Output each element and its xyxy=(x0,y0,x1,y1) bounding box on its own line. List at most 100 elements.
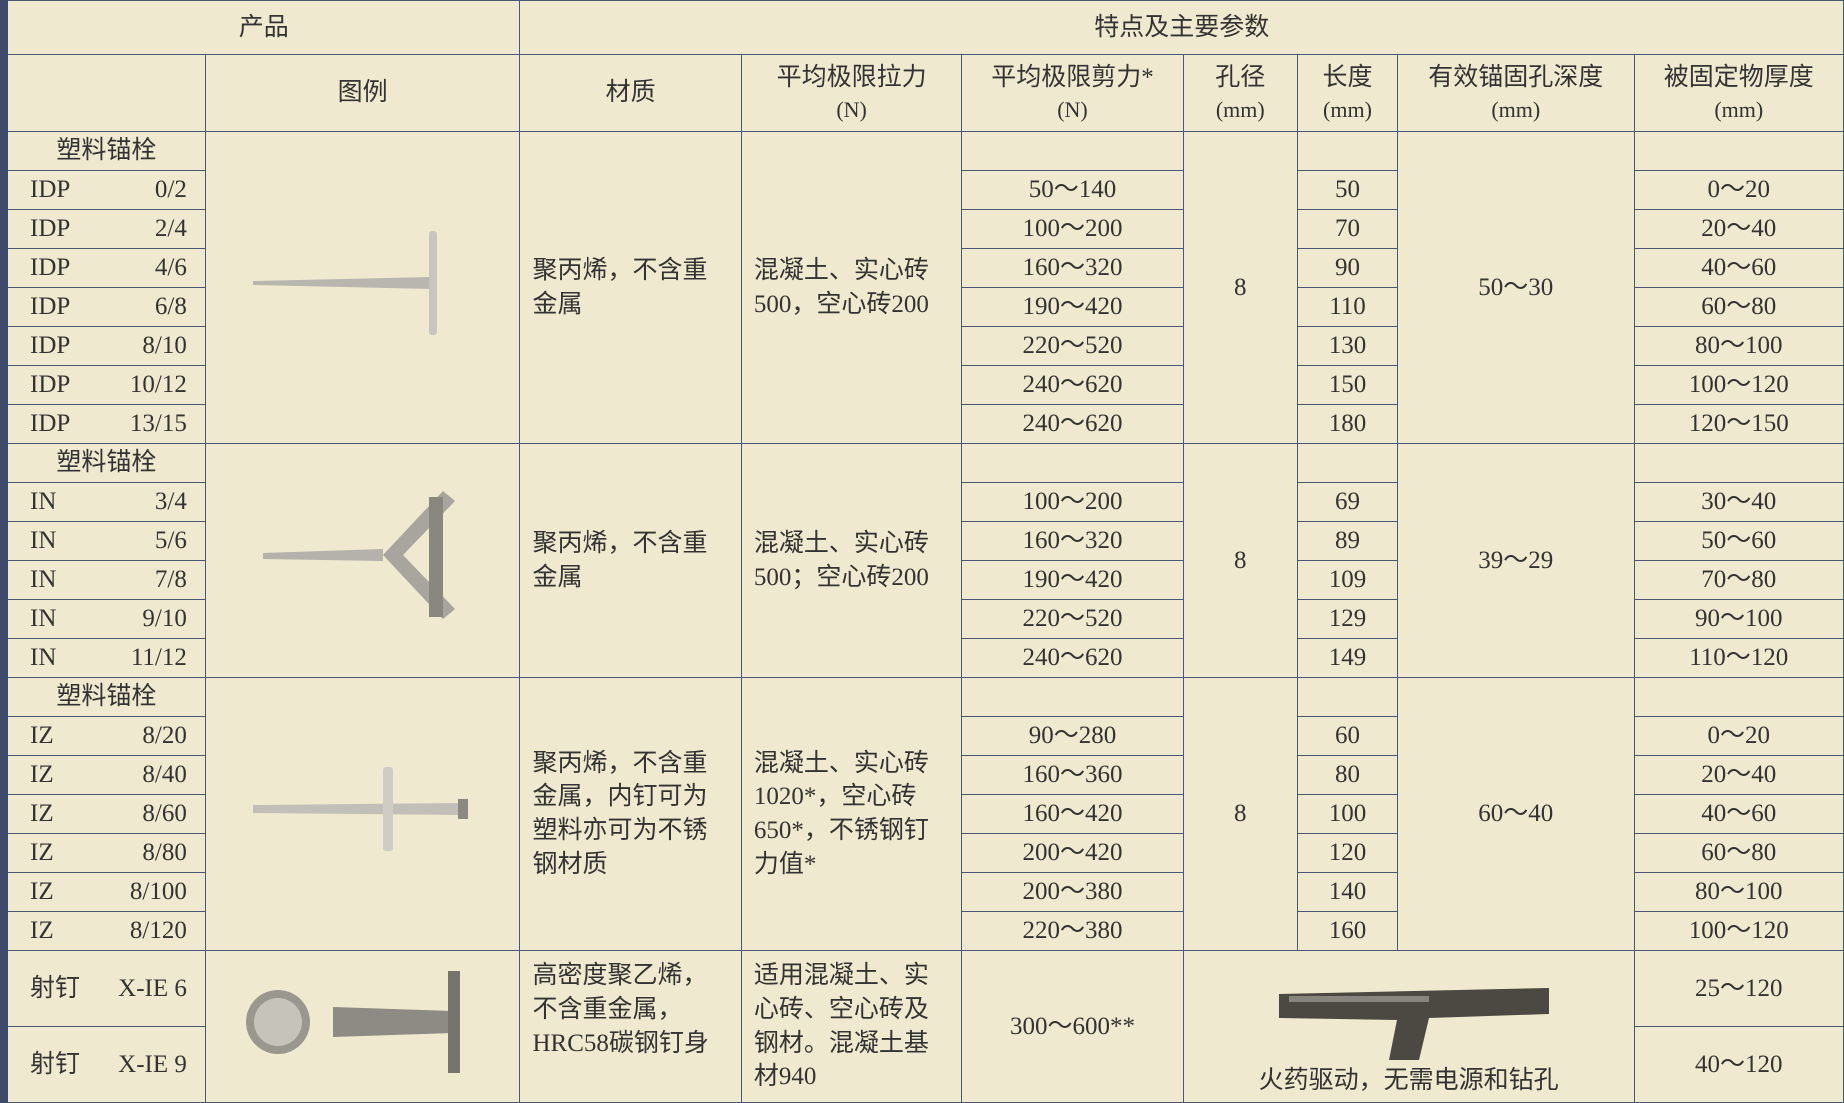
model-size: X-IE 6 xyxy=(118,974,187,1002)
model-cell: IZ 8/100 xyxy=(3,872,206,912)
model-type: IN xyxy=(30,527,57,555)
model-type: IZ xyxy=(30,800,54,828)
model-type: IZ xyxy=(30,722,54,750)
length: 140 xyxy=(1296,872,1399,912)
model: 射钉 X-IE 9 xyxy=(14,1048,199,1082)
column-header: 长度 (mm) xyxy=(1296,54,1399,132)
column-header: 图例 xyxy=(204,54,521,132)
model-size: 8/80 xyxy=(142,839,187,867)
hole: 8 xyxy=(1182,131,1298,444)
length: 130 xyxy=(1296,326,1399,366)
model-type: IDP xyxy=(30,332,71,360)
model: IZ 8/100 xyxy=(14,875,199,909)
model-size: 8/60 xyxy=(142,800,187,828)
model-cell: IDP 0/2 xyxy=(3,170,206,210)
shear: 240～620 xyxy=(961,404,1184,444)
model-size: 8/40 xyxy=(142,761,187,789)
model-size: 9/10 xyxy=(142,605,187,633)
product-image xyxy=(204,443,521,678)
thickness: 20～40 xyxy=(1633,209,1844,249)
material: 聚丙烯，不含重金属 xyxy=(519,131,742,444)
column-label: 有效锚固孔深度 xyxy=(1428,64,1604,92)
model-size: 2/4 xyxy=(154,215,187,243)
column-label: 长度 xyxy=(1322,64,1373,92)
shear: 100～200 xyxy=(961,209,1184,249)
column-header: 材质 xyxy=(519,54,742,132)
model-cell: IN 7/8 xyxy=(3,560,206,600)
shear: 200～380 xyxy=(961,872,1184,912)
model-size: 10/12 xyxy=(129,371,187,399)
material: 聚丙烯，不含重金属，内钉可为塑料亦可为不锈钢材质 xyxy=(519,677,742,951)
model: IDP 2/4 xyxy=(14,212,199,246)
model: IDP 0/2 xyxy=(14,173,199,207)
thickness: 80～100 xyxy=(1633,326,1844,366)
model-type: IN xyxy=(30,566,57,594)
length: 160 xyxy=(1296,911,1399,951)
model-type: IDP xyxy=(30,371,71,399)
depth: 60～40 xyxy=(1397,677,1635,951)
table-row: IDP 10/12 240～620 150 100～120 xyxy=(3,365,1844,405)
thickness: 120～150 xyxy=(1633,404,1844,444)
shear: 160～320 xyxy=(961,521,1184,561)
model-cell: IZ 8/80 xyxy=(3,833,206,873)
length: 180 xyxy=(1296,404,1399,444)
model-size: 8/100 xyxy=(129,878,187,906)
shear: 100～200 xyxy=(961,482,1184,522)
table-row: 塑料锚栓 聚丙烯，不含重金属，内钉可为塑料亦可为不锈钢材质 混凝土、实心砖1020*… xyxy=(3,677,1844,951)
model-cell: IZ 8/120 xyxy=(3,911,206,951)
table-row: IDP 8/10 220～520 130 80～100 xyxy=(3,326,1844,366)
column-label: 图例 xyxy=(337,79,388,107)
tool-image xyxy=(1278,988,1549,1061)
model-type: IN xyxy=(30,488,57,516)
header-blank xyxy=(3,54,206,132)
thickness-blank xyxy=(1633,677,1844,717)
model-cell: IZ 8/20 xyxy=(3,716,206,756)
column-header: 孔径 (mm) xyxy=(1182,54,1298,132)
thickness: 40～120 xyxy=(1633,1026,1844,1103)
model-type: IDP xyxy=(30,293,71,321)
table-row: 射钉 X-IE 6 高密度聚乙烯，不含重金属，HRC58碳钢钉身 适用混凝土、实心砖、… xyxy=(3,950,1844,1103)
model-size: X-IE 9 xyxy=(118,1050,187,1078)
model: IN 11/12 xyxy=(14,641,199,675)
model: IZ 8/20 xyxy=(14,719,199,753)
shear: 50～140 xyxy=(961,170,1184,210)
model-type: 射钉 xyxy=(30,1050,81,1078)
model-type: IN xyxy=(30,605,57,633)
model: IZ 8/60 xyxy=(14,797,199,831)
tool-note: 火药驱动，无需电源和钻孔 xyxy=(1258,1067,1559,1095)
table-row: IZ 8/120 220～380 160 100～120 xyxy=(3,911,1844,951)
length: 70 xyxy=(1296,209,1399,249)
hole: 8 xyxy=(1182,443,1298,678)
model: IZ 8/40 xyxy=(14,758,199,792)
column-header: 平均极限拉力 (N) xyxy=(740,54,963,132)
material: 聚丙烯，不含重金属 xyxy=(519,443,742,678)
table-row: IN 3/4 100～200 69 30～40 xyxy=(3,482,1844,522)
shear: 190～420 xyxy=(961,560,1184,600)
thickness: 60～80 xyxy=(1633,287,1844,327)
model-size: 8/10 xyxy=(142,332,187,360)
length-blank xyxy=(1296,677,1399,717)
column-label: 被固定物厚度 xyxy=(1663,64,1814,92)
length: 50 xyxy=(1296,170,1399,210)
thickness: 100～120 xyxy=(1633,911,1844,951)
column-unit: (mm) xyxy=(1491,97,1541,123)
table-row: IDP 4/6 160～320 90 40～60 xyxy=(3,248,1844,288)
group-name: 塑料锚栓 xyxy=(3,677,206,717)
tool-cell: 火药驱动，无需电源和钻孔 xyxy=(1182,950,1635,1103)
shear: 240～620 xyxy=(961,638,1184,678)
length-blank xyxy=(1296,443,1399,483)
shear: 160～420 xyxy=(961,794,1184,834)
table-row: 图例 材质 平均极限拉力 (N) 平均极限剪力* (N) 孔径 (mm) 长度 (mm) 有效锚固孔… xyxy=(3,54,1844,132)
length: 120 xyxy=(1296,833,1399,873)
shear-blank xyxy=(961,131,1184,171)
model-size: 11/12 xyxy=(130,644,187,672)
model: IN 7/8 xyxy=(14,563,199,597)
model-type: IDP xyxy=(30,176,71,204)
table-row: IZ 8/40 160～360 80 20～40 xyxy=(3,755,1844,795)
model: IDP 10/12 xyxy=(14,368,199,402)
shear: 90～280 xyxy=(961,716,1184,756)
shear: 160～360 xyxy=(961,755,1184,795)
model-type: 射钉 xyxy=(30,974,81,1002)
model-size: 13/15 xyxy=(129,410,187,438)
